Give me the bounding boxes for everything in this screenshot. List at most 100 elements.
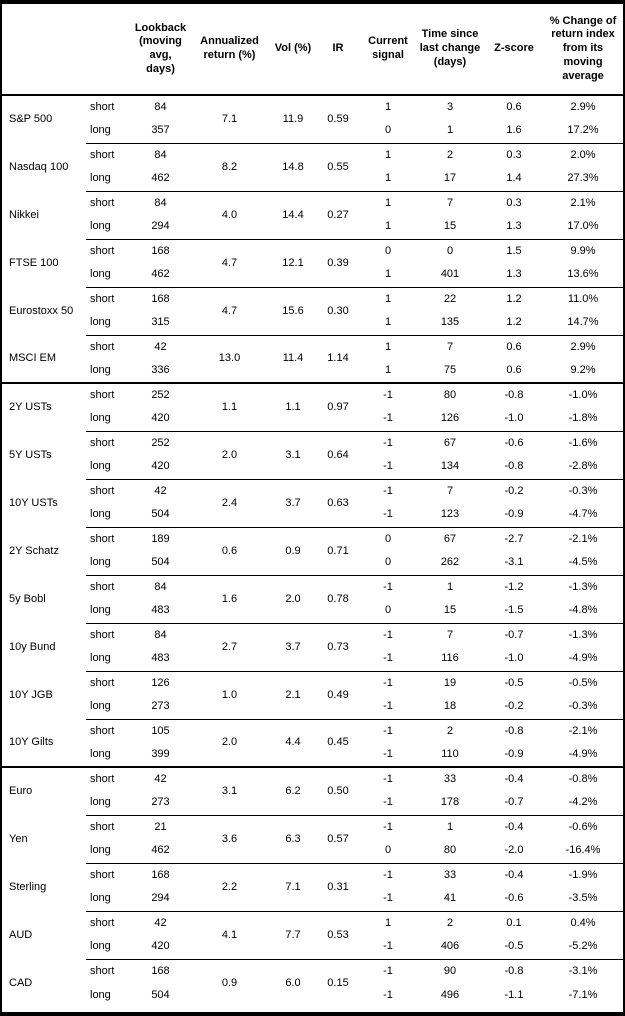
ir-value: 0.50 bbox=[315, 766, 361, 815]
pct-change-value: 17.0% bbox=[567, 220, 599, 233]
vol-value: 15.6 bbox=[271, 286, 315, 335]
header-asset bbox=[2, 4, 86, 96]
table-row: 10Y USTs short 42 2.4 3.7 0.63 -1 7 -0.2 -0.3% bbox=[2, 478, 623, 527]
signal-value: -1 bbox=[383, 700, 393, 713]
signal-value: 1 bbox=[361, 286, 415, 311]
pct-change-value: -2.1% bbox=[543, 718, 623, 743]
signal-value: -1 bbox=[383, 652, 393, 665]
zscore-value: 0.1 bbox=[485, 910, 543, 935]
pct-change-value: -0.3% bbox=[543, 478, 623, 503]
table-row: long 273 -1 18 -0.2 -0.3% bbox=[2, 695, 623, 719]
table-row: MSCI EM short 42 13.0 11.4 1.14 1 7 0.6 2.9% bbox=[2, 334, 623, 383]
header-ir: IR bbox=[315, 4, 361, 96]
lookback-value: 105 bbox=[133, 718, 188, 743]
signal-value: -1 bbox=[361, 814, 415, 839]
pct-change-value: -7.1% bbox=[568, 988, 598, 1001]
time-since-value: 22 bbox=[415, 286, 485, 311]
zscore-value: 0.6 bbox=[506, 364, 522, 376]
table-row: Eurostoxx 50 short 168 4.7 15.6 0.30 1 22 1.2 11.… bbox=[2, 286, 623, 335]
table-row: S&P 500 short 84 7.1 11.9 0.59 1 3 0.6 2.9% bbox=[2, 95, 623, 125]
zscore-value: -0.7 bbox=[504, 796, 524, 809]
time-since-value: 41 bbox=[443, 892, 457, 905]
header-row: Lookback (moving avg, days) Annualized r… bbox=[2, 4, 623, 96]
time-since-value: 33 bbox=[415, 766, 485, 791]
pct-change-value: -4.2% bbox=[568, 796, 598, 809]
zscore-value: -1.1 bbox=[504, 988, 524, 1001]
ir-value: 0.30 bbox=[315, 286, 361, 335]
leg-label: short bbox=[86, 334, 133, 359]
lookback-value: 273 bbox=[151, 796, 170, 809]
annualized-return-value: 8.2 bbox=[188, 142, 271, 191]
lookback-value: 399 bbox=[151, 748, 170, 760]
header-leg bbox=[86, 4, 133, 96]
table-row: long 483 -1 116 -1.0 -4.9% bbox=[2, 647, 623, 671]
lookback-value: 483 bbox=[151, 604, 170, 617]
vol-value: 3.1 bbox=[271, 430, 315, 479]
vol-value: 11.9 bbox=[282, 112, 304, 125]
lookback-value: 252 bbox=[133, 382, 188, 407]
signal-value: 1 bbox=[361, 142, 415, 167]
header-current-signal: Current signal bbox=[361, 4, 415, 96]
signal-value: 0 bbox=[384, 124, 392, 137]
header-time-since: Time since last change (days) bbox=[415, 4, 485, 96]
time-since-value: 126 bbox=[440, 412, 460, 425]
vol-value: 6.3 bbox=[271, 814, 315, 863]
signal-value: -1 bbox=[361, 718, 415, 743]
asset-name: MSCI EM bbox=[9, 352, 57, 364]
ir-value: 0.39 bbox=[315, 238, 361, 287]
table-row: long 504 0 262 -3.1 -4.5% bbox=[2, 551, 623, 575]
asset-name: 10Y Gilts bbox=[9, 736, 54, 748]
leg-label: long bbox=[90, 892, 111, 905]
time-since-value: 123 bbox=[440, 508, 460, 521]
zscore-value: 0.6 bbox=[485, 334, 543, 359]
leg-label: short bbox=[86, 142, 133, 167]
table-row: Sterling short 168 2.2 7.1 0.31 -1 33 -0.4 -1.9% bbox=[2, 862, 623, 911]
time-since-value: 0 bbox=[415, 238, 485, 263]
pct-change-value: 2.1% bbox=[543, 190, 623, 215]
table-row: long 315 1 135 1.2 14.7% bbox=[2, 311, 623, 335]
annualized-return-value: 1.6 bbox=[188, 574, 271, 623]
lookback-value: 504 bbox=[151, 508, 170, 521]
lookback-value: 84 bbox=[133, 142, 188, 167]
zscore-value: -0.2 bbox=[485, 478, 543, 503]
table-row: long 462 1 17 1.4 27.3% bbox=[2, 167, 623, 191]
table-row: long 399 -1 110 -0.9 -4.9% bbox=[2, 743, 623, 767]
time-since-value: 1 bbox=[415, 574, 485, 599]
zscore-value: 1.2 bbox=[485, 286, 543, 311]
lookback-value: 462 bbox=[151, 268, 170, 281]
zscore-value: -0.8 bbox=[485, 958, 543, 983]
signal-value: 1 bbox=[361, 910, 415, 935]
vol-value: 4.4 bbox=[271, 718, 315, 767]
time-since-value: 7 bbox=[415, 334, 485, 359]
signal-value: -1 bbox=[361, 430, 415, 455]
leg-label: short bbox=[86, 382, 133, 407]
pct-change-value: -3.5% bbox=[568, 892, 598, 905]
leg-label: long bbox=[90, 652, 111, 665]
pct-change-value: 17.2% bbox=[567, 124, 599, 137]
zscore-value: -0.9 bbox=[504, 748, 524, 760]
leg-label: short bbox=[86, 286, 133, 311]
pct-change-value: -4.9% bbox=[568, 748, 598, 760]
asset-name: 2Y Schatz bbox=[9, 544, 59, 557]
signal-value: -1 bbox=[361, 382, 415, 407]
leg-label: short bbox=[86, 958, 133, 983]
pct-change-value: -1.6% bbox=[543, 430, 623, 455]
time-since-value: 67 bbox=[415, 430, 485, 455]
vol-value: 3.7 bbox=[271, 622, 315, 671]
leg-label: long bbox=[90, 940, 111, 953]
zscore-value: -1.0 bbox=[504, 652, 524, 665]
time-since-value: 2 bbox=[415, 142, 485, 167]
leg-label: short bbox=[86, 478, 133, 503]
zscore-value: 1.3 bbox=[506, 268, 522, 281]
signal-value: -1 bbox=[361, 958, 415, 983]
vol-value: 6.0 bbox=[271, 958, 315, 1007]
asset-name: Nasdaq 100 bbox=[9, 160, 69, 173]
annualized-return-value: 0.9 bbox=[188, 958, 271, 1007]
leg-label: short bbox=[86, 718, 133, 743]
leg-label: long bbox=[90, 172, 111, 185]
time-since-value: 7 bbox=[415, 622, 485, 647]
table-row: 5y Bobl short 84 1.6 2.0 0.78 -1 1 -1.2 -1.3% bbox=[2, 574, 623, 623]
annualized-return-value: 4.0 bbox=[188, 190, 271, 239]
annualized-return-value: 2.7 bbox=[188, 622, 271, 671]
vol-value: 12.1 bbox=[271, 238, 315, 287]
